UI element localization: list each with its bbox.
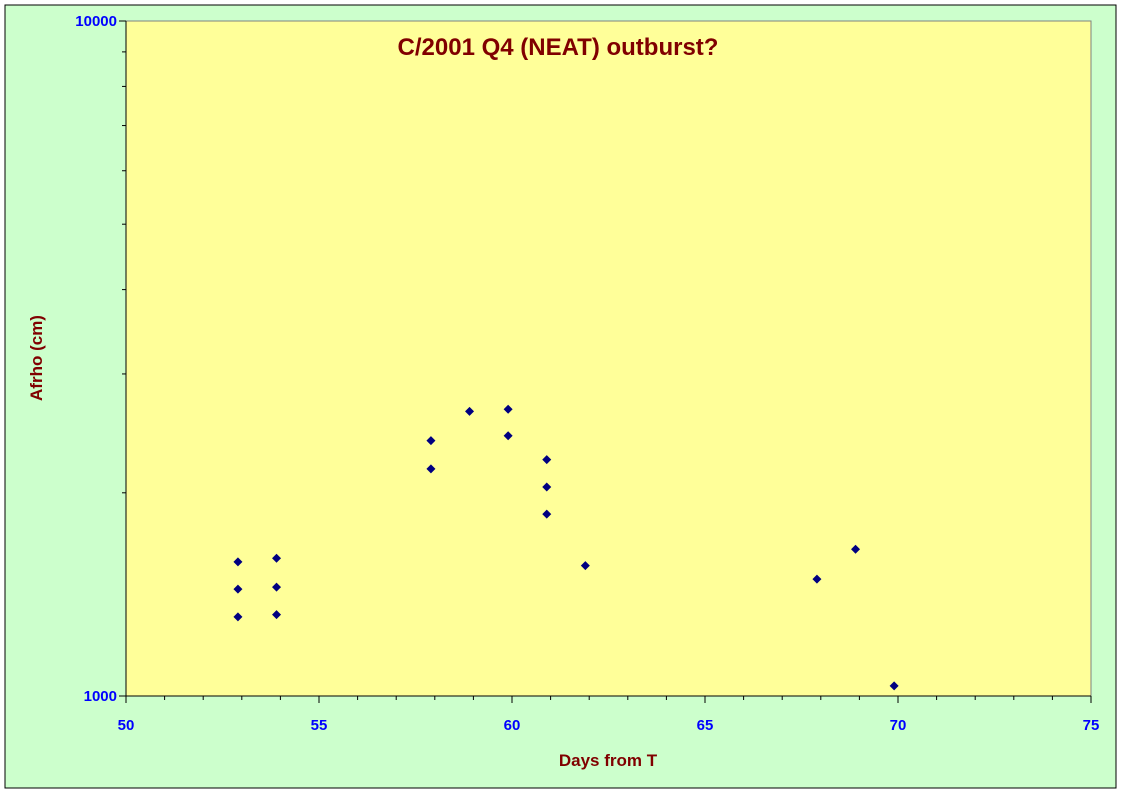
data-point [272, 610, 282, 620]
data-point [465, 406, 475, 416]
data-point [542, 482, 552, 492]
x-tick-label: 60 [504, 717, 521, 734]
data-point [272, 582, 282, 592]
x-axis-title: Days from T [559, 751, 658, 770]
data-point [503, 431, 513, 441]
plot-area [125, 20, 1092, 697]
data-point [503, 404, 513, 414]
data-point [580, 561, 590, 571]
x-tick-label: 55 [311, 717, 328, 734]
x-tick-label: 75 [1083, 717, 1100, 734]
x-tick-label: 70 [890, 717, 907, 734]
chart-title: C/2001 Q4 (NEAT) outburst? [398, 34, 719, 61]
data-point [426, 464, 436, 474]
data-point [233, 612, 243, 622]
data-points [233, 404, 899, 691]
axes: 50 55 60 65 70 75 1000 10000 [75, 13, 1099, 734]
y-axis-title: Afrho (cm) [27, 315, 46, 401]
x-tick-label: 50 [118, 717, 135, 734]
data-point [233, 584, 243, 594]
data-point [233, 557, 243, 567]
y-tick-label: 10000 [75, 13, 117, 30]
data-point [542, 455, 552, 465]
data-point [889, 681, 899, 691]
data-point [851, 544, 861, 554]
x-tick-label: 65 [697, 717, 714, 734]
data-point [542, 509, 552, 519]
y-tick-label: 1000 [84, 688, 117, 705]
data-point [426, 436, 436, 446]
data-point [812, 574, 822, 584]
data-point [272, 553, 282, 563]
